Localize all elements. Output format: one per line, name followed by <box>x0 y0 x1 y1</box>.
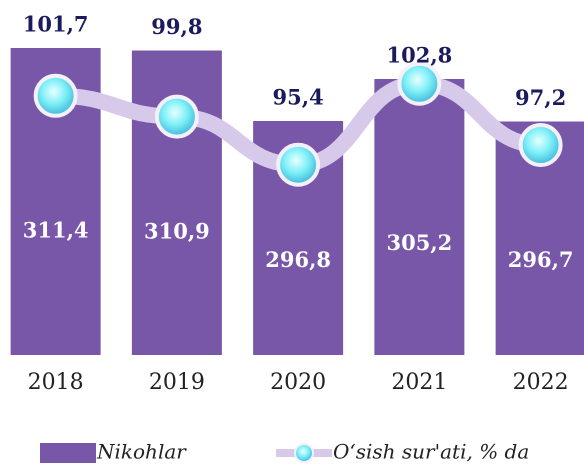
bar-value-label: 296,8 <box>265 247 331 272</box>
bar-value-label: 296,7 <box>508 247 574 272</box>
legend-swatch <box>40 443 96 463</box>
line-value-label: 101,7 <box>23 12 89 37</box>
line-value-label: 95,4 <box>273 85 324 110</box>
line-marker <box>518 123 563 167</box>
x-tick-label: 2019 <box>149 370 205 395</box>
legend-label: Nikohlar <box>96 440 187 464</box>
line-value-label: 97,2 <box>515 85 566 110</box>
x-tick-label: 2020 <box>270 370 326 395</box>
legend-label: O‘sish sur'ati, % da <box>333 440 529 464</box>
bar-value-label: 310,9 <box>144 219 210 244</box>
line-marker <box>154 94 199 139</box>
x-tick-label: 2018 <box>28 370 84 395</box>
line-marker <box>397 61 442 106</box>
line-marker <box>276 142 321 187</box>
line-marker <box>33 73 78 118</box>
legend-marker <box>294 443 314 463</box>
bar-value-label: 305,2 <box>386 230 452 255</box>
line-value-label: 99,8 <box>151 14 202 39</box>
x-tick-label: 2022 <box>513 370 569 395</box>
line-value-label: 102,8 <box>386 43 452 68</box>
bar-value-label: 311,4 <box>23 218 89 243</box>
bar <box>374 79 465 355</box>
x-tick-label: 2021 <box>391 370 447 395</box>
